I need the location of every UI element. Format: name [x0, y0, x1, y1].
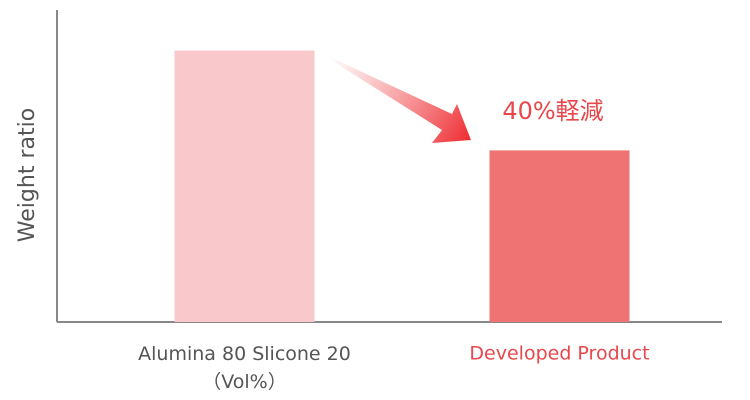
annotation: 40%軽減	[502, 97, 603, 125]
arrow	[330, 57, 471, 143]
x-tick-label: Developed Product	[469, 343, 649, 365]
bar	[174, 50, 315, 323]
x-tick-label: Alumina 80 Slicone 20 （Vol%）	[138, 343, 351, 393]
y-axis-label: Weight ratio	[15, 108, 40, 242]
bar	[489, 150, 630, 322]
